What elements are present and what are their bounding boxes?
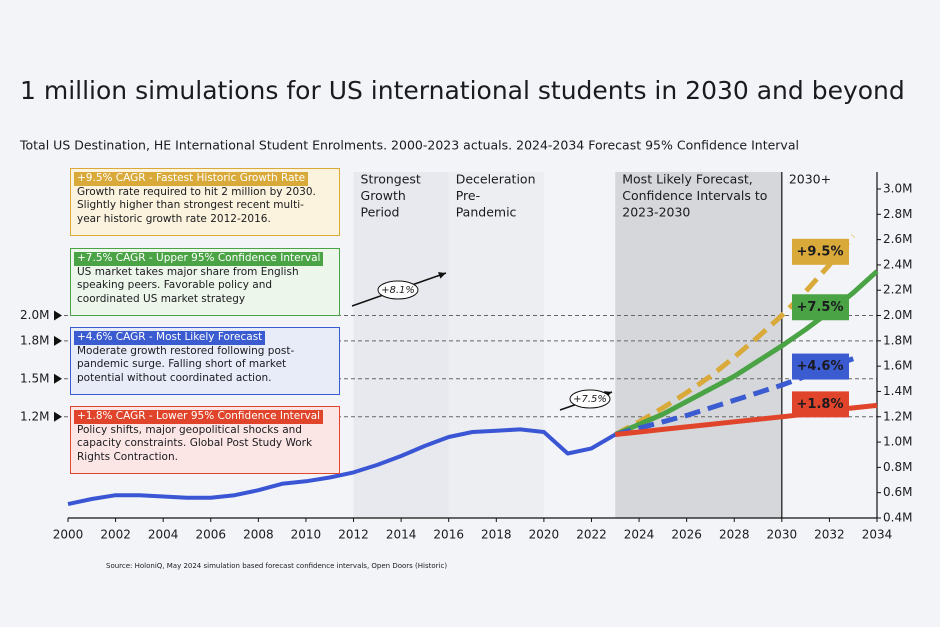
x-tick-label: 2024: [624, 528, 655, 542]
y-tick-label: 2.0M: [883, 308, 912, 322]
period-label: 2030+: [789, 172, 831, 187]
y-tick-label: 1.4M: [883, 384, 912, 398]
y-tick-label: 1.6M: [883, 359, 912, 373]
box-header: +1.8% CAGR - Lower 95% Confidence Interv…: [74, 410, 324, 424]
period-label: 2023-2030: [622, 205, 690, 220]
box-text: Policy shifts, major geopolitical shocks…: [77, 423, 302, 436]
box-text: speaking peers. Favorable policy and: [77, 279, 273, 291]
y-tick-label: 1.0M: [883, 435, 912, 449]
badge-label: +4.6%: [797, 359, 844, 374]
period-band: [448, 172, 544, 518]
x-tick-label: 2034: [862, 528, 893, 542]
period-label: Growth: [361, 188, 406, 203]
reference-label: 1.2M: [20, 409, 49, 423]
reference-arrow: [54, 373, 62, 384]
arrow-label: +7.5%: [573, 394, 607, 405]
x-tick-label: 2008: [243, 528, 274, 542]
x-tick-label: 2016: [433, 528, 464, 542]
scenario-box: +4.6% CAGR - Most Likely Forecast Moderat…: [70, 327, 340, 395]
period-label: Pre-: [456, 188, 480, 203]
y-tick-label: 1.8M: [883, 333, 912, 347]
chart-subtitle: Total US Destination, HE International S…: [19, 138, 799, 153]
series-badge: +9.5%: [792, 238, 849, 265]
reference-arrow: [54, 411, 62, 422]
y-tick-label: 2.6M: [883, 232, 912, 246]
series-badge: +7.5%: [792, 294, 849, 321]
series-badge: +4.6%: [792, 353, 849, 380]
x-tick-label: 2006: [195, 528, 226, 542]
arrow-label: +8.1%: [381, 285, 415, 296]
reference-label: 1.5M: [20, 371, 49, 385]
y-tick-label: 0.6M: [883, 485, 912, 499]
source: Source: HoloniQ, May 2024 simulation bas…: [106, 562, 447, 570]
arrow-head: [438, 272, 446, 279]
badge-bg: [792, 294, 849, 321]
box-header: +4.6% CAGR - Most Likely Forecast: [74, 331, 266, 345]
badge-label: +7.5%: [797, 300, 844, 315]
x-tick-label: 2002: [100, 528, 131, 542]
period-band: [615, 172, 782, 518]
badge-label: +9.5%: [797, 244, 844, 259]
box-text: coordinated US market strategy: [77, 292, 246, 305]
x-tick-label: 2000: [53, 528, 84, 542]
period-label: Strongest: [361, 172, 421, 187]
box-text: US market takes major share from English: [77, 265, 299, 278]
box-text: Moderate growth restored following post-: [77, 344, 295, 357]
x-tick-label: 2020: [529, 528, 560, 542]
box-text: year historic growth rate 2012-2016.: [77, 212, 271, 225]
x-tick-label: 2014: [386, 528, 417, 542]
series-badge: +1.8%: [792, 391, 849, 418]
box-text: Rights Contraction.: [77, 450, 178, 463]
series-line: [67, 427, 617, 507]
x-tick-label: 2012: [338, 528, 369, 542]
period-label: Deceleration: [456, 172, 536, 187]
box-text: pandemic surge. Falling short of market: [77, 358, 287, 370]
box-text: Growth rate required to hit 2 million by…: [77, 185, 316, 198]
y-tick-label: 0.4M: [883, 511, 912, 525]
badge-bg: [792, 391, 849, 418]
reference-label: 1.8M: [20, 333, 49, 347]
badge-bg: [792, 238, 849, 265]
box-text: potential without coordinated action.: [77, 371, 272, 384]
badge-bg: [792, 353, 849, 380]
period-label: Period: [361, 205, 400, 220]
scenario-box: +7.5% CAGR - Upper 95% Confidence Interv…: [70, 248, 340, 316]
box-header: +7.5% CAGR - Upper 95% Confidence Interv…: [74, 252, 324, 266]
x-tick-label: 2030: [767, 528, 798, 542]
period-label: Most Likely Forecast,: [622, 172, 752, 187]
series-line: [614, 234, 856, 437]
x-tick-label: 2028: [719, 528, 750, 542]
reference-arrow: [54, 335, 62, 346]
period-label: Pandemic: [456, 205, 517, 220]
y-tick-label: 3.0M: [883, 182, 912, 196]
box-header: +9.5% CAGR - Fastest Historic Growth Rat…: [74, 172, 309, 186]
y-tick-label: 2.2M: [883, 283, 912, 297]
box-text: capacity constraints. Global Post Study …: [77, 437, 313, 449]
period-band: [353, 172, 449, 518]
arrow-label-bg: [377, 280, 419, 300]
arrow-label-bg: [569, 389, 611, 409]
box-text: Slightly higher than strongest recent mu…: [77, 199, 304, 211]
y-tick-label: 2.8M: [883, 207, 912, 221]
reference-label: 2.0M: [20, 308, 49, 322]
x-tick-label: 2026: [671, 528, 702, 542]
reference-arrow: [54, 310, 62, 321]
badge-label: +1.8%: [797, 397, 844, 412]
period-label: Confidence Intervals to: [622, 188, 767, 203]
y-tick-label: 0.8M: [883, 460, 912, 474]
x-tick-label: 2022: [576, 528, 607, 542]
x-tick-label: 2018: [481, 528, 512, 542]
scenario-box: +9.5% CAGR - Fastest Historic Growth Rat…: [70, 168, 340, 236]
scenario-box: +1.8% CAGR - Lower 95% Confidence Interv…: [70, 406, 340, 474]
y-tick-label: 2.4M: [883, 257, 912, 271]
x-tick-label: 2032: [814, 528, 845, 542]
chart-title: 1 million simulations for US internation…: [20, 76, 905, 105]
x-tick-label: 2010: [291, 528, 322, 542]
y-tick-label: 1.2M: [883, 409, 912, 423]
x-tick-label: 2004: [148, 528, 179, 542]
